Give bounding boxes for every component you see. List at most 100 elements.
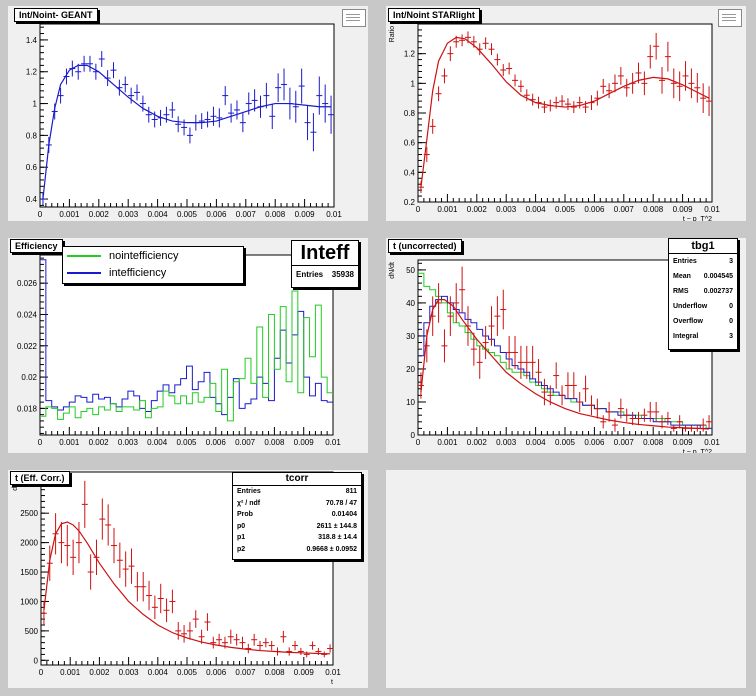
x-tick-label: 0 (39, 668, 44, 677)
x-tick-label: 0.009 (294, 668, 315, 677)
legend-label-nointefficiency: nointefficiency (109, 249, 179, 262)
x-tick-label: 0.006 (206, 438, 227, 447)
stats-row: Entries 811 (233, 486, 361, 498)
x-tick-label: 0.002 (89, 210, 110, 219)
stats-box-tcorr: tcorr Entries 811 χ² / ndf 70.78 / 47 Prob 0.… (232, 472, 362, 560)
y-tick-label: 30 (406, 332, 415, 341)
histogram-step-line (40, 290, 333, 422)
stats-label: χ² / ndf (237, 499, 261, 507)
y-tick-label: 0.8 (26, 131, 38, 140)
x-tick-label: 0.001 (437, 205, 458, 214)
x-tick-label: 0.007 (236, 210, 257, 219)
chart-title-geant-ratio: Int/Noint- GEANT (14, 8, 98, 22)
histogram-step-line (418, 295, 712, 429)
stats-label: Entries (673, 258, 697, 265)
x-tick-label: 0.01 (704, 205, 720, 214)
stats-row: RMS 0.002737 (669, 284, 737, 299)
stats-label-entries: Entries (296, 270, 324, 279)
x-tick-label: 0.004 (147, 438, 168, 447)
x-tick-label: 0 (38, 438, 43, 447)
stats-value: 2611 ± 144.8 (316, 522, 357, 530)
x-tick-label: 0.009 (673, 205, 694, 214)
x-tick-label: 0.001 (59, 438, 80, 447)
stats-name-tcorr: tcorr (233, 473, 361, 486)
y-axis-title: dN/dt (389, 262, 396, 279)
x-tick-label: 0.001 (59, 210, 80, 219)
y-tick-label: 1.2 (26, 68, 38, 77)
fit-curve (420, 36, 710, 188)
fit-curve (420, 299, 710, 430)
x-tick-label: 0.002 (467, 438, 488, 447)
x-tick-label: 0.003 (496, 205, 517, 214)
stats-value: 0.002737 (703, 288, 733, 295)
x-tick-label: 0.005 (555, 438, 576, 447)
stats-name-inteff: Inteff (292, 241, 358, 266)
stats-row: Underflow 0 (669, 299, 737, 314)
stats-row: Integral 3 (669, 329, 737, 344)
y-tick-label: 1.4 (26, 36, 38, 45)
stats-box-tbg1: tbg1 Entries 3 Mean 0.004545 RMS 0.002737 Unde… (668, 238, 738, 350)
stats-label: p0 (237, 522, 246, 530)
chart-geant-ratio: 0 0.001 0.002 0.003 0.004 0.005 0.006 0.007 0.00… (26, 23, 342, 219)
x-axis-title: t ~ p_T^2 (683, 449, 712, 453)
x-tick-label: 0.005 (177, 668, 198, 677)
stats-row: χ² / ndf 70.78 / 47 (233, 498, 361, 510)
stats-name-tbg1: tbg1 (669, 239, 737, 254)
y-tick-label: 0.02 (21, 373, 37, 382)
y-tick-label: 0.4 (26, 195, 38, 204)
chart-title-t-eff-corr: t (Eff. Corr.) (10, 471, 70, 485)
stats-value: 3 (729, 258, 733, 265)
x-tick-label: 0.007 (235, 438, 256, 447)
plot-frame (417, 259, 713, 436)
x-tick-label: 0.003 (119, 668, 140, 677)
y-tick-label: 50 (406, 266, 415, 275)
stats-label: p2 (237, 545, 246, 553)
stats-label: Underflow (673, 303, 708, 310)
chart-title-t-uncorrected: t (uncorrected) (388, 239, 462, 253)
chart-starlight-ratio: 0 0.001 0.002 0.003 0.004 0.005 0.006 0.007 0.00… (389, 23, 720, 221)
y-tick-label: 0.4 (404, 168, 416, 177)
stats-label: Prob (237, 511, 253, 518)
x-tick-label: 0.004 (526, 438, 547, 447)
stats-row: p0 2611 ± 144.8 (233, 521, 361, 533)
x-axis-title: t ~ p_T^2 (683, 216, 712, 221)
x-tick-label: 0.01 (326, 210, 342, 219)
stats-box-inteff: Inteff Entries 35938 (291, 240, 359, 288)
stats-toggle-icon[interactable] (342, 9, 366, 27)
stats-toggle-icon[interactable] (718, 9, 742, 27)
x-tick-label: 0.006 (206, 668, 227, 677)
fit-curve (42, 64, 332, 200)
x-tick-label: 0 (416, 205, 421, 214)
stats-label: RMS (673, 288, 689, 295)
x-tick-label: 0.004 (526, 205, 547, 214)
stats-row-entries: Entries 35938 (292, 266, 358, 284)
legend-item-intefficiency: intefficiency (63, 264, 243, 281)
y-axis-title: Ratio (389, 26, 396, 42)
y-tick-label: 0.018 (17, 404, 38, 413)
y-tick-label: 0.6 (26, 163, 38, 172)
y-tick-label: 1500 (20, 568, 38, 577)
plot-frame (39, 254, 334, 436)
x-tick-label: 0.009 (294, 438, 315, 447)
stats-label: Mean (673, 273, 691, 280)
stats-value-entries: 35938 (331, 270, 354, 279)
y-tick-label: 1 (33, 100, 38, 109)
chart-title-efficiency: Efficiency (10, 239, 63, 253)
y-tick-label: 2000 (20, 539, 38, 548)
x-tick-label: 0.004 (148, 210, 169, 219)
y-tick-label: 500 (25, 627, 39, 636)
x-tick-label: 0.008 (265, 210, 286, 219)
legend-label-intefficiency: intefficiency (109, 266, 167, 279)
pad-efficiency: 0 0.001 0.002 0.003 0.004 0.005 0.006 0.007 0.00… (8, 238, 368, 453)
y-tick-label: 20 (406, 365, 415, 374)
x-tick-label: 0.007 (235, 668, 256, 677)
chart-efficiency: 0 0.001 0.002 0.003 0.004 0.005 0.006 0.007 0.00… (17, 254, 341, 447)
x-tick-label: 0.003 (496, 438, 517, 447)
y-tick-label: 0.024 (17, 310, 38, 319)
stats-row: Prob 0.01404 (233, 509, 361, 521)
x-tick-label: 0.005 (177, 210, 198, 219)
y-tick-label: 1 (411, 79, 416, 88)
x-tick-label: 0.009 (673, 438, 694, 447)
x-tick-label: 0.003 (118, 438, 139, 447)
x-tick-label: 0.01 (704, 438, 720, 447)
